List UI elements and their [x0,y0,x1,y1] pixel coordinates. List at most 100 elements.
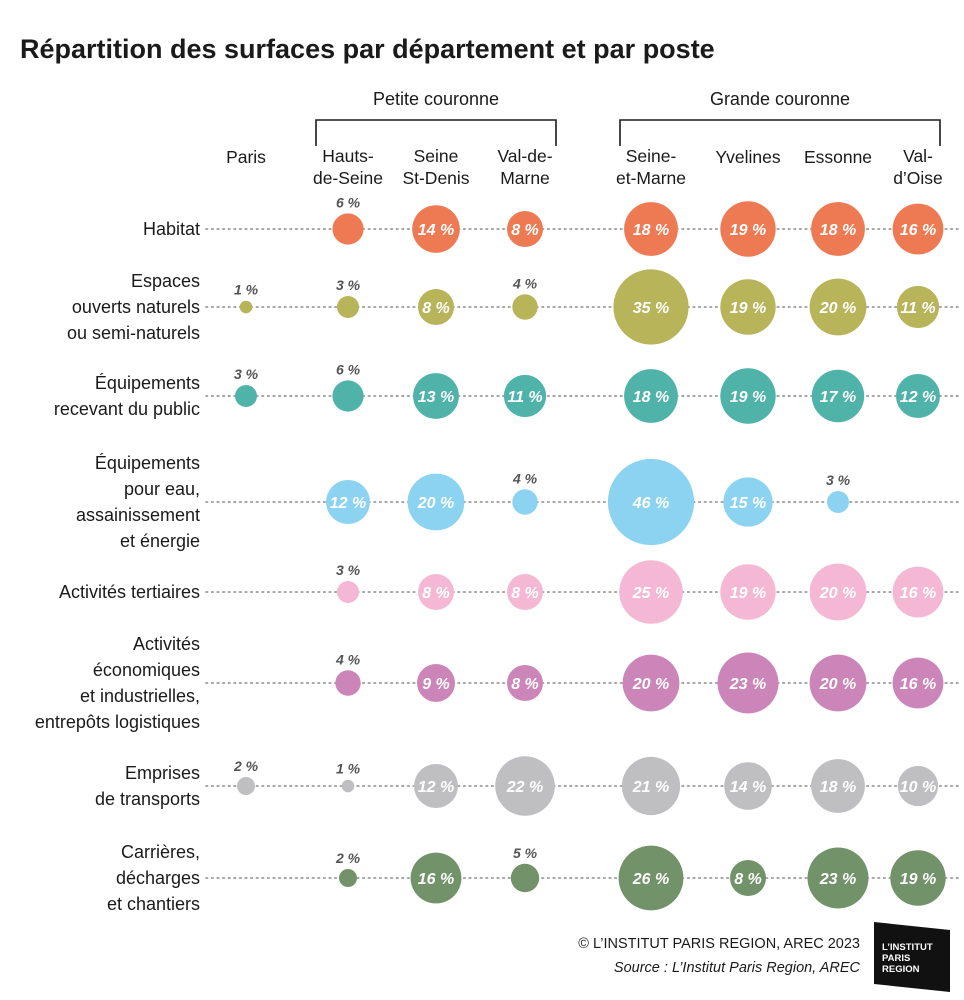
data-label: 16 % [900,676,936,693]
data-label: 25 % [632,585,669,602]
row: Habitat 6 % 14 % 8 % 18 % 19 % 18 % 16 % [143,194,961,257]
row: Activités économiques et industrielles, ent… [35,634,961,732]
logo-shape [874,922,950,992]
bubble [618,845,684,911]
data-label: 23 % [729,676,766,693]
source-credit: Source : L’Institut Paris Region, AREC [614,960,861,976]
data-label: 18 % [820,779,856,796]
column-header: Val-de-Marne [497,146,552,188]
bubble [414,764,458,808]
bubble [339,869,357,887]
bubble [896,374,940,418]
bubble [495,756,555,816]
column-header: Hauts-de-Seine [313,146,383,188]
bubble [412,205,460,253]
bubble [892,657,944,709]
row-label: Habitat [143,219,200,239]
data-label: 20 % [819,300,856,317]
bubble [624,202,678,256]
copyright-credit: © L’INSTITUT PARIS REGION, AREC 2023 [578,936,860,952]
data-label: 11 % [507,389,542,406]
data-label: 20 % [417,495,454,512]
data-label: 19 % [730,222,766,239]
bubble [622,654,680,712]
row: Équipements recevant du public 3 % 6 % 13 % 1… [54,361,961,424]
bubble [512,489,538,515]
data-label: 19 % [730,300,766,317]
group-bracket [619,119,941,146]
row: Espaces ouverts naturels ou semi-naturels 1… [67,269,961,345]
bubble [724,762,772,810]
bubble [896,285,940,329]
row: Carrières, décharges et chantiers 2 % 16 % 5 … [107,842,961,914]
data-label: 3 % [234,366,259,382]
bubble [235,385,257,407]
group-label: Petite couronne [373,89,499,109]
data-label: 9 % [422,676,450,693]
bubble [418,574,454,610]
data-label: 15 % [730,495,766,512]
bubble [809,654,867,712]
data-label: 21 % [632,779,669,796]
bubble [811,202,865,256]
row-label: Équipements recevant du public [54,373,200,419]
data-label: 19 % [730,585,766,602]
column-headers: Paris Hauts-de-Seine Seine St-Denis Val-de-M… [226,146,943,188]
data-label: 17 % [820,389,856,406]
bubble [507,211,543,247]
row-label: Emprises de transports [95,763,200,809]
bubble [890,850,946,906]
data-label: 3 % [336,562,361,578]
data-label: 16 % [418,871,454,888]
data-label: 3 % [336,277,361,293]
logo-text-line: L’INSTITUT [882,942,933,953]
bubble [418,289,454,325]
data-label: 46 % [632,495,669,512]
bubble [621,756,681,816]
bubble [337,296,359,318]
data-label: 20 % [819,676,856,693]
bubble [809,278,867,336]
data-label: 4 % [512,275,538,291]
data-label: 8 % [511,676,539,693]
bubble [613,269,689,345]
data-label: 3 % [826,472,851,488]
row-label: Équipements pour eau, assainissement et éne… [76,453,200,551]
column-header: Essonne [804,147,872,167]
data-label: 5 % [513,845,538,861]
row: Emprises de transports 2 % 1 % 12 % 22 % 21 % 1… [95,756,961,816]
data-label: 14 % [730,779,766,796]
column-header: Seine-et-Marne [616,146,686,188]
bubble [892,566,944,618]
data-label: 35 % [633,300,669,317]
bubble [717,652,779,714]
group-petite-couronne: Petite couronne [315,89,557,146]
bubble [510,863,540,893]
data-label: 12 % [330,495,366,512]
bubble [239,300,253,314]
bubble [417,664,455,702]
row-label: Espaces ouverts naturels ou semi-naturels [67,271,200,343]
bubble [720,279,776,335]
bubble [827,491,849,513]
data-label: 18 % [633,389,669,406]
column-groups: Petite couronne Grande couronne [315,89,941,146]
data-label: 11 % [900,300,935,317]
row-label: Activités tertiaires [59,582,200,602]
data-label: 20 % [819,585,856,602]
data-label: 18 % [820,222,856,239]
bubble [341,779,355,793]
data-label: 6 % [336,361,361,377]
bubble [607,458,695,546]
data-label: 19 % [900,871,936,888]
bubble [507,665,543,701]
bubble [413,373,459,419]
data-label: 2 % [233,758,259,774]
bubble [624,369,678,423]
bubble [723,477,773,527]
data-label: 2 % [335,850,361,866]
data-label: 18 % [633,222,669,239]
bubble [720,564,776,620]
